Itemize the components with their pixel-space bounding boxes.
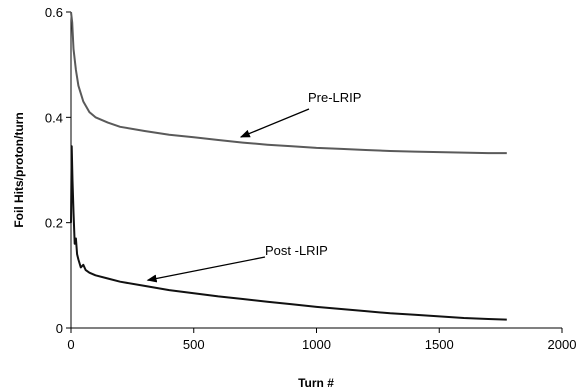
- x-tick-label: 1000: [302, 337, 331, 352]
- series-line-pre-lrip: [71, 12, 507, 153]
- annotation-pre-lrip-label: Pre-LRIP: [308, 90, 361, 105]
- x-tick-label: 1500: [425, 337, 454, 352]
- y-tick-label: 0.6: [45, 5, 63, 20]
- y-axis-title: Foil Hits/proton/turn: [12, 112, 26, 227]
- y-tick-label: 0.4: [45, 110, 63, 125]
- x-tick-label: 0: [67, 337, 74, 352]
- series-layer: [71, 12, 507, 320]
- x-axis-title: Turn #: [298, 376, 334, 390]
- annotation-post-lrip-label: Post -LRIP: [265, 243, 328, 258]
- x-tick-label: 2000: [548, 337, 577, 352]
- y-ticks: 0 0.2 0.4 0.6: [45, 5, 71, 336]
- annotation-pre-lrip-arrow: [241, 109, 309, 137]
- annotation-post-lrip-arrow: [148, 257, 265, 280]
- x-ticks: 0 500 1000 1500 2000: [67, 328, 576, 352]
- x-tick-label: 500: [183, 337, 205, 352]
- axes: [71, 12, 562, 328]
- y-tick-label: 0.2: [45, 216, 63, 231]
- series-line-post-lrip: [71, 146, 507, 319]
- y-tick-label: 0: [56, 321, 63, 336]
